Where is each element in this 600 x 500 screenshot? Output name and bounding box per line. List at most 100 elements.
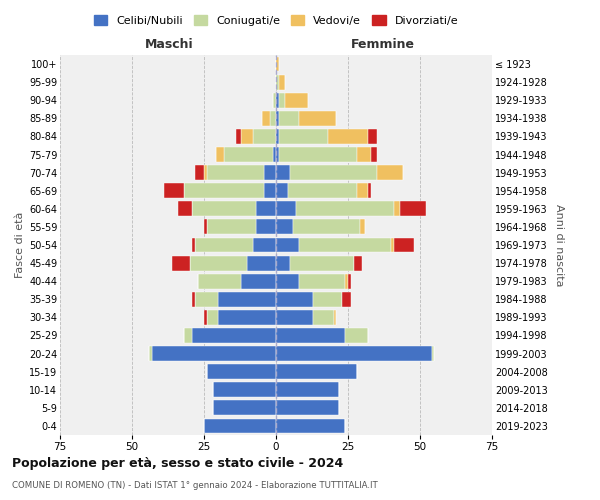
Bar xyxy=(276,56,279,72)
Bar xyxy=(296,202,394,216)
Bar xyxy=(276,328,345,343)
Bar xyxy=(276,382,340,397)
Bar xyxy=(334,310,337,325)
Bar xyxy=(356,147,371,162)
Bar xyxy=(279,147,356,162)
Bar xyxy=(224,147,273,162)
Bar xyxy=(359,220,365,234)
Bar xyxy=(299,274,345,288)
Bar xyxy=(377,165,403,180)
Bar xyxy=(241,129,253,144)
Bar xyxy=(368,184,371,198)
Bar xyxy=(299,238,391,252)
Text: Popolazione per età, sesso e stato civile - 2024: Popolazione per età, sesso e stato civil… xyxy=(12,458,343,470)
Bar xyxy=(400,202,426,216)
Bar xyxy=(279,129,328,144)
Bar xyxy=(204,418,276,434)
Bar xyxy=(394,202,400,216)
Bar xyxy=(290,256,354,270)
Bar xyxy=(368,129,377,144)
Bar xyxy=(276,220,293,234)
Bar xyxy=(152,346,276,361)
Bar xyxy=(193,238,196,252)
Bar xyxy=(371,147,377,162)
Text: COMUNE DI ROMENO (TN) - Dati ISTAT 1° gennaio 2024 - Elaborazione TUTTITALIA.IT: COMUNE DI ROMENO (TN) - Dati ISTAT 1° ge… xyxy=(12,481,378,490)
Bar xyxy=(431,346,434,361)
Bar xyxy=(241,274,276,288)
Bar xyxy=(256,202,276,216)
Bar xyxy=(196,292,218,306)
Bar xyxy=(276,74,279,90)
Bar xyxy=(253,129,276,144)
Bar xyxy=(276,147,279,162)
Bar xyxy=(256,220,276,234)
Bar xyxy=(299,111,337,126)
Bar xyxy=(284,93,308,108)
Bar xyxy=(273,147,276,162)
Bar xyxy=(207,364,276,379)
Bar xyxy=(193,292,196,306)
Bar xyxy=(265,165,276,180)
Bar xyxy=(164,184,184,198)
Bar xyxy=(276,400,340,415)
Bar xyxy=(207,310,218,325)
Bar xyxy=(207,165,265,180)
Bar xyxy=(212,400,276,415)
Bar xyxy=(212,382,276,397)
Bar xyxy=(287,184,356,198)
Bar xyxy=(313,292,342,306)
Bar xyxy=(276,202,296,216)
Bar xyxy=(273,93,276,108)
Bar xyxy=(276,93,279,108)
Bar xyxy=(313,310,334,325)
Bar xyxy=(247,256,276,270)
Bar xyxy=(207,220,256,234)
Bar xyxy=(348,274,351,288)
Bar xyxy=(196,238,253,252)
Bar xyxy=(276,165,290,180)
Bar xyxy=(262,111,270,126)
Bar xyxy=(328,129,368,144)
Legend: Celibi/Nubili, Coniugati/e, Vedovi/e, Divorziati/e: Celibi/Nubili, Coniugati/e, Vedovi/e, Di… xyxy=(89,10,463,30)
Bar xyxy=(276,292,313,306)
Text: Maschi: Maschi xyxy=(145,38,194,52)
Bar xyxy=(193,202,256,216)
Bar xyxy=(198,274,241,288)
Bar xyxy=(184,184,265,198)
Bar xyxy=(279,93,284,108)
Bar xyxy=(391,238,394,252)
Bar xyxy=(253,238,276,252)
Bar xyxy=(276,418,345,434)
Bar xyxy=(218,292,276,306)
Bar xyxy=(204,165,207,180)
Bar xyxy=(172,256,190,270)
Bar xyxy=(204,220,207,234)
Bar xyxy=(276,184,287,198)
Bar xyxy=(345,274,348,288)
Bar xyxy=(190,256,247,270)
Bar xyxy=(342,292,351,306)
Bar xyxy=(356,184,368,198)
Text: Femmine: Femmine xyxy=(350,38,415,52)
Bar xyxy=(279,111,299,126)
Bar xyxy=(149,346,152,361)
Bar xyxy=(276,364,356,379)
Bar xyxy=(215,147,224,162)
Bar xyxy=(204,310,207,325)
Y-axis label: Anni di nascita: Anni di nascita xyxy=(554,204,565,286)
Y-axis label: Fasce di età: Fasce di età xyxy=(14,212,25,278)
Bar xyxy=(270,111,276,126)
Bar xyxy=(196,165,204,180)
Bar xyxy=(276,256,290,270)
Bar xyxy=(193,328,276,343)
Bar xyxy=(276,346,431,361)
Bar xyxy=(345,328,368,343)
Bar xyxy=(236,129,241,144)
Bar xyxy=(394,238,414,252)
Bar xyxy=(265,184,276,198)
Bar xyxy=(354,256,362,270)
Bar xyxy=(184,328,193,343)
Bar xyxy=(218,310,276,325)
Bar xyxy=(276,274,299,288)
Bar xyxy=(276,238,299,252)
